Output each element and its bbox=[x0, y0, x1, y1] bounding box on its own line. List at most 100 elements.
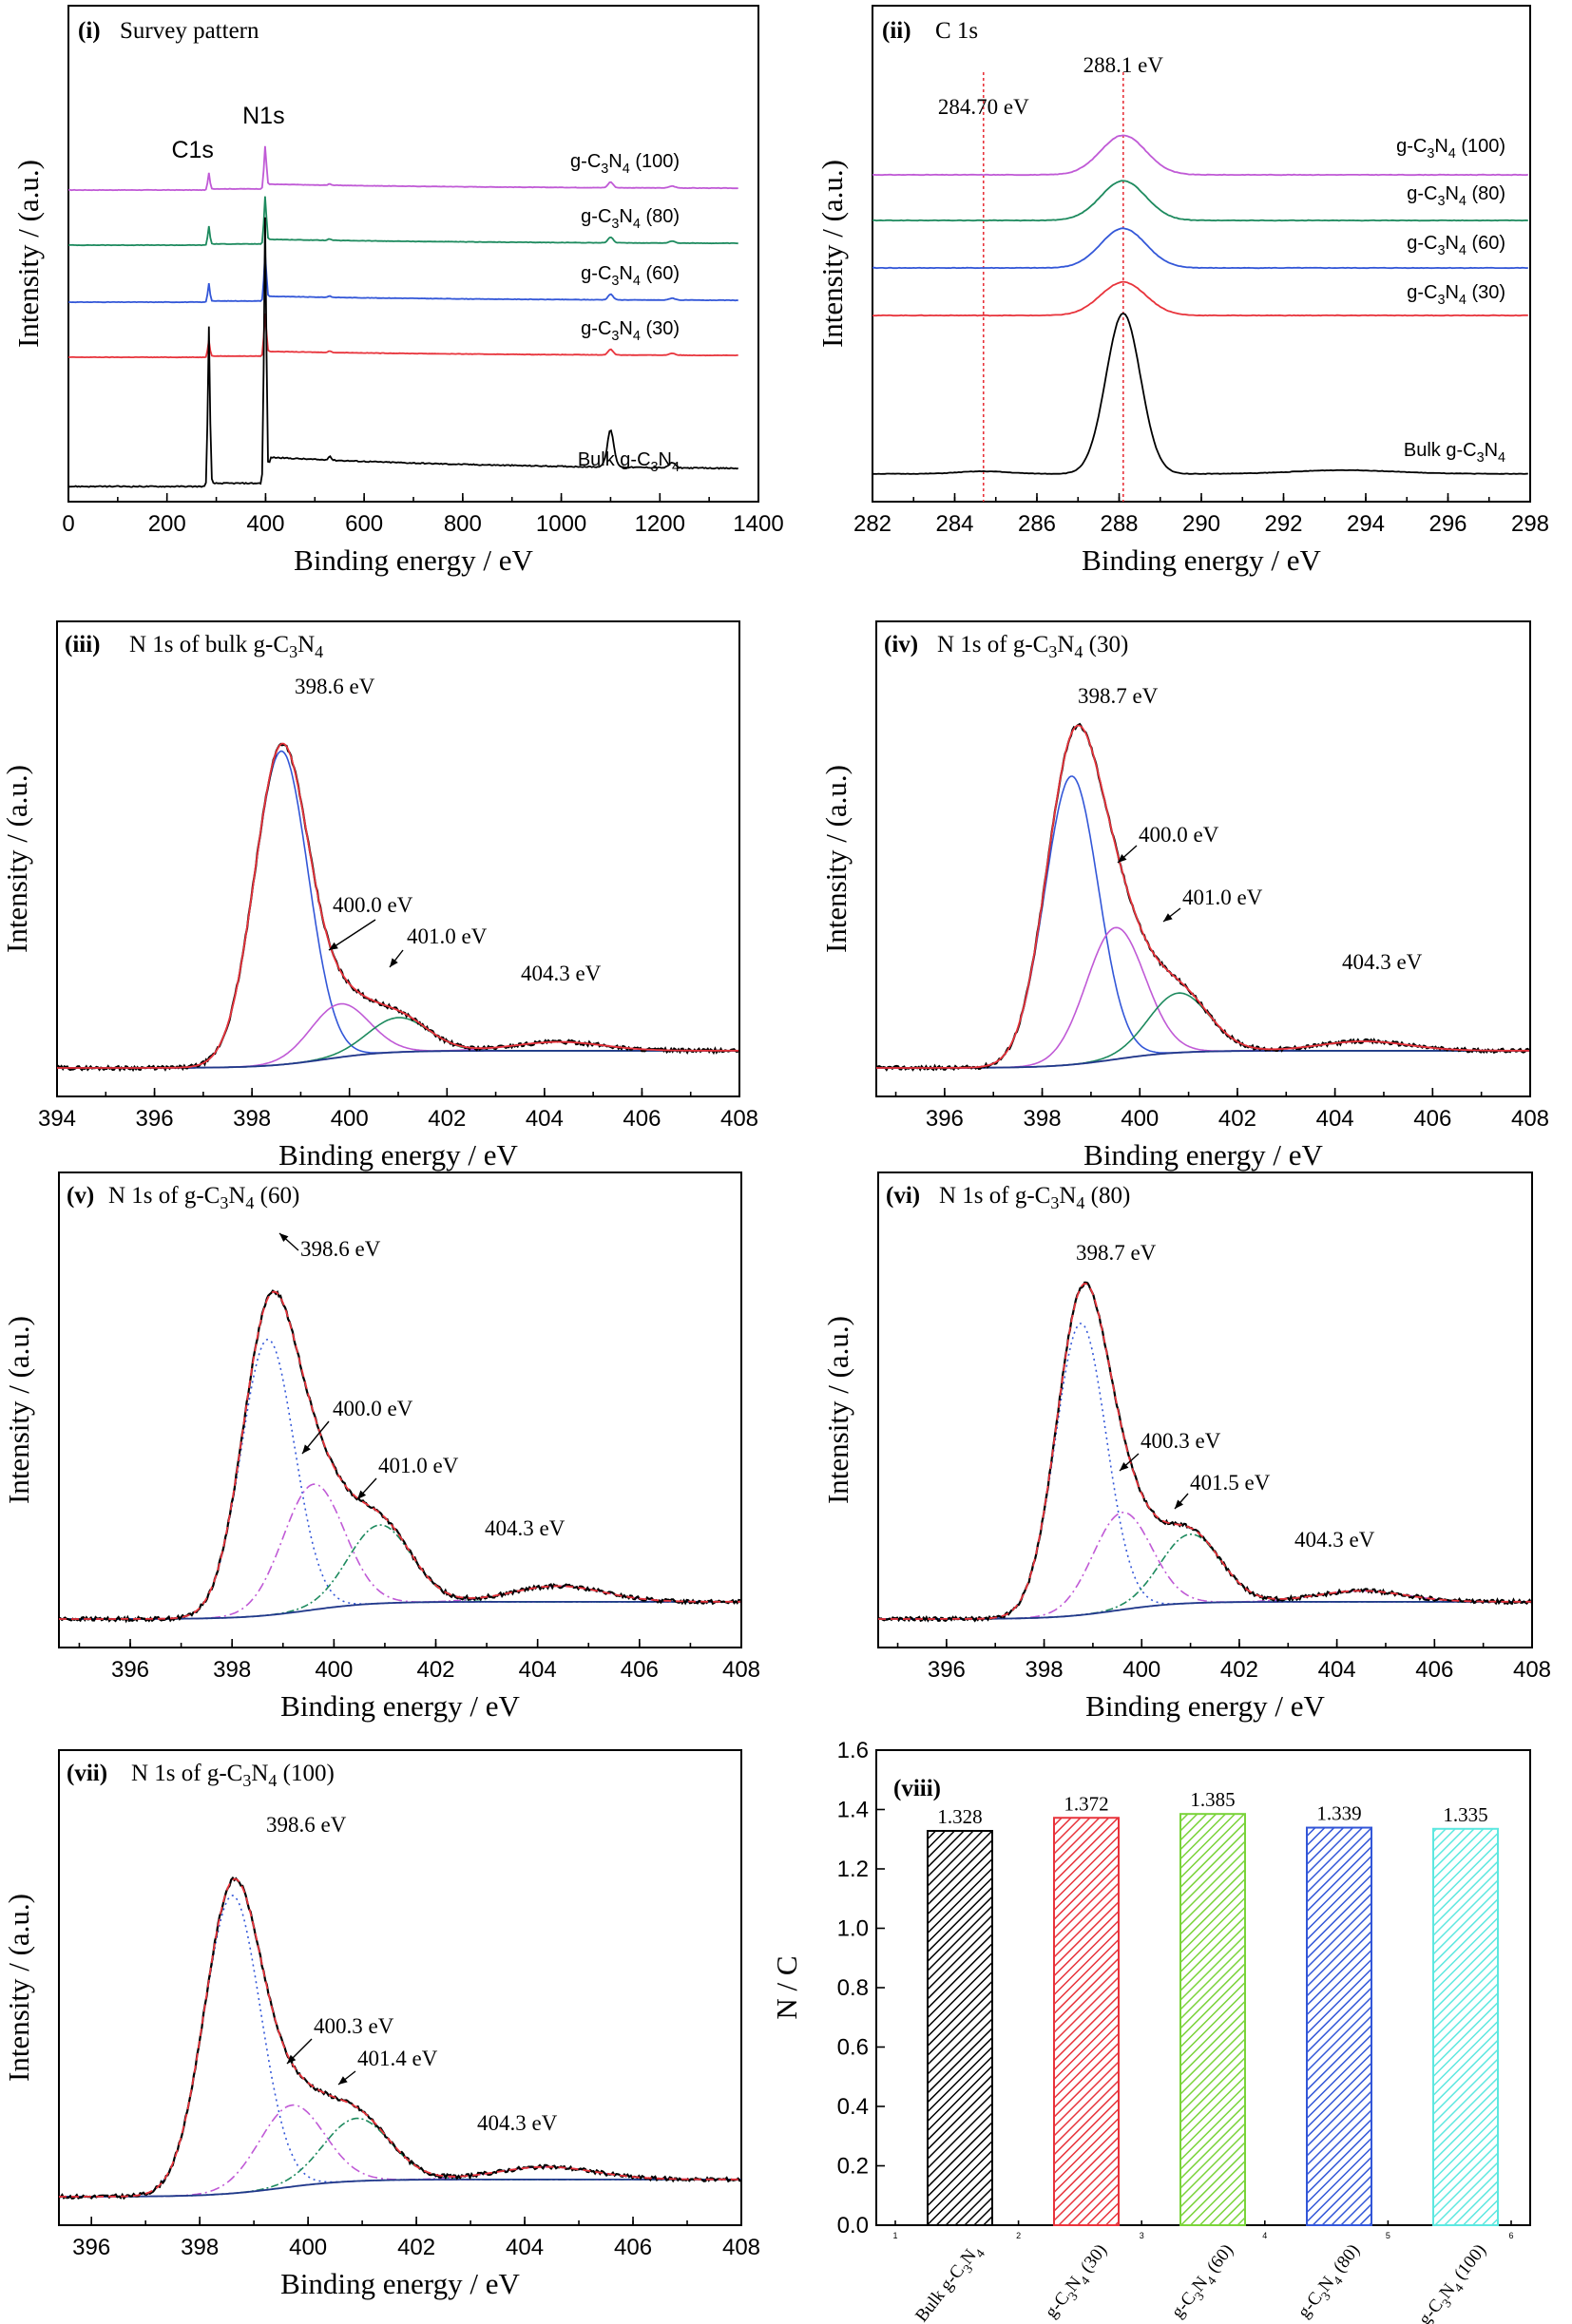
x-tick-label: 400 bbox=[331, 1106, 369, 1132]
x-minor-tick-label: 4 bbox=[1262, 2231, 1267, 2240]
peak-label: 401.5 eV bbox=[1190, 1471, 1271, 1495]
formula-part: N bbox=[297, 632, 315, 657]
y-tick-label: 1.0 bbox=[837, 1916, 869, 1942]
formula-part: g-C bbox=[1407, 233, 1437, 254]
x-tick-label: 406 bbox=[1413, 1106, 1451, 1132]
panel-label: (viii) bbox=[893, 1776, 941, 1801]
formula-part: 3 bbox=[1437, 293, 1445, 308]
x-tick-label: 404 bbox=[1316, 1106, 1354, 1132]
c1s-series-line bbox=[872, 227, 1528, 270]
formula-part: N 1s of bulk g-C bbox=[129, 632, 289, 657]
x-tick-label: 286 bbox=[1018, 511, 1056, 537]
formula-part: 4 bbox=[1459, 293, 1467, 308]
survey-series-label: g-C3N4 (30) bbox=[581, 318, 680, 344]
x-tick-label: 398 bbox=[181, 2235, 219, 2260]
x-tick-label: 402 bbox=[416, 1657, 454, 1683]
formula-part: g-C bbox=[570, 151, 601, 172]
formula-part: 3 bbox=[1437, 194, 1445, 209]
formula-part: 4 bbox=[1076, 1193, 1084, 1212]
survey-series-line bbox=[68, 253, 738, 304]
formula-part: 3 bbox=[1437, 243, 1445, 258]
x-tick-label: 288 bbox=[1100, 511, 1138, 537]
x-tick-label: 292 bbox=[1264, 511, 1302, 537]
peak-pointer-arrowhead bbox=[1163, 913, 1173, 922]
x-tick-label: 294 bbox=[1347, 511, 1385, 537]
formula-part: 3 bbox=[220, 1193, 228, 1212]
formula-part: 4 bbox=[633, 274, 641, 289]
formula-part: (100) bbox=[277, 1761, 334, 1786]
formula-part: 3 bbox=[611, 329, 619, 344]
peak-pointer-arrowhead bbox=[287, 2054, 297, 2064]
nc-bar-value: 1.335 bbox=[1443, 1803, 1487, 1826]
background-line bbox=[59, 2179, 741, 2198]
x-tick-label: 402 bbox=[1220, 1657, 1258, 1683]
peak-label: 398.7 eV bbox=[1078, 684, 1159, 708]
survey-series-label: Bulk g-C3N4 bbox=[578, 449, 680, 475]
x-tick-label: 800 bbox=[444, 511, 482, 537]
c1s-series-label: g-C3N4 (30) bbox=[1407, 282, 1505, 308]
formula-part: (80) bbox=[1084, 1183, 1130, 1209]
c1s-series-label: g-C3N4 (100) bbox=[1396, 136, 1505, 162]
n1s-iii-ylabel: Intensity / (a.u.) bbox=[0, 765, 33, 953]
fitted-envelope-line bbox=[878, 1283, 1531, 1620]
peak-pointer-arrowhead bbox=[338, 2076, 348, 2085]
survey-title: (i) Survey pattern bbox=[78, 18, 259, 44]
formula-part: g-C bbox=[581, 318, 611, 339]
nc-bar-value: 1.385 bbox=[1190, 1788, 1235, 1811]
peak-pointer-line bbox=[328, 919, 376, 951]
y-tick-label: 0.2 bbox=[837, 2154, 869, 2180]
formula-part: 3 bbox=[1050, 1193, 1059, 1212]
fitted-envelope-line bbox=[59, 1290, 740, 1620]
formula-part: N bbox=[1445, 233, 1458, 254]
x-tick-label: 1000 bbox=[536, 511, 586, 537]
nc-category-label: g-C3N4 (100) bbox=[1415, 2240, 1493, 2324]
formula-part: Bulk g-C bbox=[578, 449, 651, 470]
panel-number: (ii) bbox=[882, 18, 911, 44]
peak-label: 404.3 eV bbox=[521, 962, 602, 985]
x-tick-label: 408 bbox=[722, 1657, 760, 1683]
formula-part: N bbox=[1434, 136, 1447, 157]
formula-part: (80) bbox=[1327, 2240, 1364, 2280]
panel-number: (vi) bbox=[886, 1183, 920, 1209]
nc-category-label: g-C3N4 (80) bbox=[1294, 2240, 1368, 2324]
formula-part: 4 bbox=[672, 460, 680, 475]
x-minor-tick-label: 6 bbox=[1508, 2231, 1513, 2240]
formula-part: (80) bbox=[1467, 183, 1505, 204]
x-tick-label: 398 bbox=[1024, 1106, 1062, 1132]
formula-part: 3 bbox=[1048, 642, 1057, 661]
n1s-vi-xlabel: Binding energy / eV bbox=[1085, 1689, 1325, 1723]
x-tick-label: 396 bbox=[928, 1657, 966, 1683]
peak-label: 400.0 eV bbox=[333, 893, 413, 917]
c1s-series-line bbox=[872, 180, 1528, 222]
formula-part: (30) bbox=[641, 318, 680, 339]
n1s-vi-title: (vi) N 1s of g-C3N4 (80) bbox=[886, 1183, 1130, 1212]
formula-part: 3 bbox=[611, 217, 619, 232]
panel-title-text: N 1s of g-C3N4 (100) bbox=[131, 1761, 335, 1790]
x-tick-label: 396 bbox=[111, 1657, 149, 1683]
peak-label: 398.6 eV bbox=[300, 1237, 381, 1261]
peak-label: 400.3 eV bbox=[1141, 1429, 1221, 1453]
x-tick-label: 408 bbox=[1513, 1657, 1551, 1683]
formula-part: N bbox=[619, 318, 632, 339]
x-tick-label: 1400 bbox=[733, 511, 783, 537]
peak-pointer-arrowhead bbox=[390, 958, 398, 967]
x-minor-tick-label: 3 bbox=[1140, 2231, 1144, 2240]
formula-part: 4 bbox=[315, 642, 323, 661]
x-tick-label: 400 bbox=[1121, 1106, 1159, 1132]
nc-bar-value: 1.339 bbox=[1316, 1802, 1361, 1825]
formula-part: 4 bbox=[633, 329, 641, 344]
survey-series-line bbox=[67, 313, 738, 359]
x-tick-label: 402 bbox=[428, 1106, 466, 1132]
component-peak-line bbox=[878, 1590, 1531, 1620]
x-tick-label: 406 bbox=[1415, 1657, 1453, 1683]
n1s-vii-xlabel: Binding energy / eV bbox=[280, 2267, 520, 2300]
formula-part: 4 bbox=[268, 1771, 277, 1790]
x-tick-label: 404 bbox=[519, 1657, 557, 1683]
peak-pointer-arrowhead bbox=[302, 1444, 311, 1454]
panel-title-text: C 1s bbox=[935, 18, 978, 44]
formula-part: 3 bbox=[1477, 450, 1485, 466]
peak-label: 404.3 eV bbox=[485, 1516, 566, 1540]
peak-pointer-arrowhead bbox=[1175, 1499, 1183, 1509]
n1s-v-ylabel: Intensity / (a.u.) bbox=[2, 1316, 35, 1504]
peak-label: 404.3 eV bbox=[1294, 1528, 1375, 1552]
